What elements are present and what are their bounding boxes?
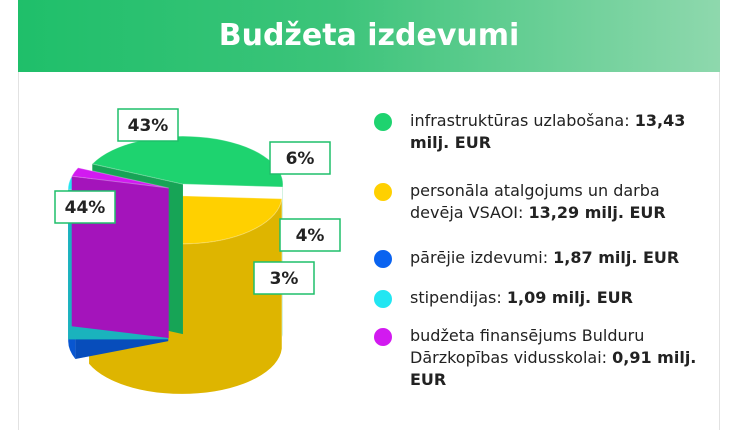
- value-label: 3%: [270, 269, 299, 289]
- legend-label: infrastruktūras uzlabošana:: [410, 111, 630, 130]
- title-banner: [18, 0, 720, 72]
- legend-dot: [374, 183, 392, 201]
- value-label: 6%: [286, 149, 315, 169]
- legend-item: stipendijas: 1,09 milj. EUR: [374, 287, 700, 309]
- legend-item: pārējie izdevumi: 1,87 milj. EUR: [374, 247, 700, 269]
- legend-dot: [374, 250, 392, 268]
- legend-item: budžeta finansējums Bulduru Dārzkopības …: [374, 325, 700, 391]
- legend-label: personāla atalgojums un darba devēja VSA…: [410, 181, 660, 222]
- legend-amount: 13,43 milj. EUR: [410, 111, 686, 152]
- panel: [18, 72, 720, 430]
- value-label: 4%: [296, 226, 325, 246]
- value-label-box: [269, 141, 331, 175]
- legend-amount: 13,29 milj. EUR: [528, 203, 666, 222]
- legend-amount: 1,09 milj. EUR: [506, 288, 633, 307]
- chart-title: Budžeta izdevumi: [218, 18, 520, 53]
- value-label-box: [117, 108, 179, 142]
- value-label-box: [54, 190, 116, 224]
- legend-label: budžeta finansējums Bulduru Dārzkopības …: [410, 326, 645, 367]
- legend-label: stipendijas:: [410, 288, 502, 307]
- legend-amount: 1,87 milj. EUR: [553, 248, 680, 267]
- legend-amount: 0,91 milj. EUR: [410, 348, 697, 389]
- value-label: 43%: [128, 116, 169, 136]
- legend-dot: [374, 290, 392, 308]
- legend-dot: [374, 328, 392, 346]
- legend-dot: [374, 113, 392, 131]
- value-label-box: [253, 261, 315, 295]
- value-label-box: [279, 218, 341, 252]
- legend-label: pārējie izdevumi:: [410, 248, 549, 267]
- slice: [70, 167, 169, 189]
- value-label: 44%: [65, 198, 106, 218]
- legend-item: personāla atalgojums un darba devēja VSA…: [374, 180, 700, 224]
- legend-item: infrastruktūras uzlabošana: 13,43 milj. …: [374, 110, 700, 154]
